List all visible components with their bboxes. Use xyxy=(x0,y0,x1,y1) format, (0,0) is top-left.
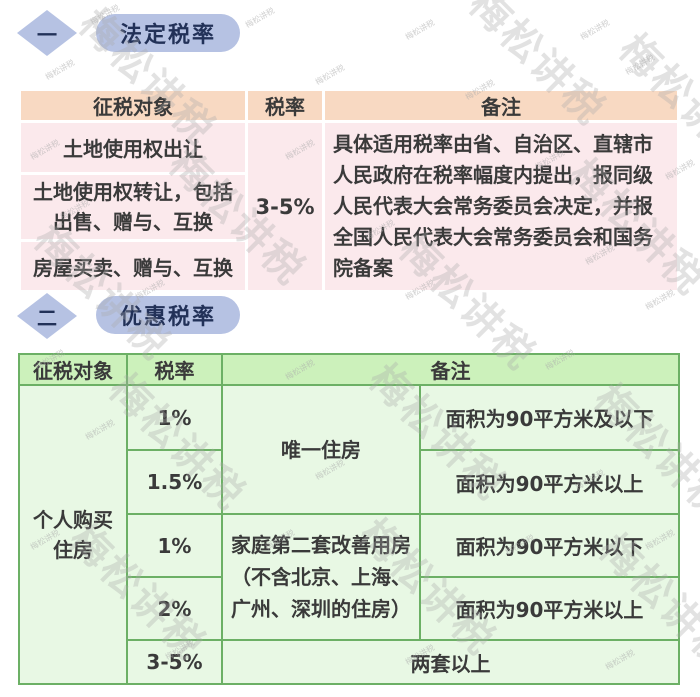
t2-condition-2: 面积为90平方米以上 xyxy=(419,449,680,515)
t1-row-object-3: 房屋买卖、赠与、互换 xyxy=(18,239,248,293)
t1-row-object-1: 土地使用权出让 xyxy=(18,120,248,175)
t2-category-second-home: 家庭第二套改善用房（不含北京、上海、广州、深圳的住房） xyxy=(221,513,421,641)
watermark-text: 梅松讲税 xyxy=(578,18,612,42)
t2-rate-2: 1.5% xyxy=(126,449,223,515)
watermark-text: 梅松讲税 xyxy=(313,63,347,87)
t1-rate-value: 3-5% xyxy=(245,120,325,293)
t2-rate-4: 2% xyxy=(126,576,223,641)
t2-condition-4: 面积为90平方米以上 xyxy=(419,576,680,641)
t2-rate-1: 1% xyxy=(126,384,223,451)
preferential-rate-table: 征税对象 税率 备注 个人购买住房 1% 唯一住房 面积为90平方米及以下 1.… xyxy=(18,353,680,685)
t2-header-remark: 备注 xyxy=(221,353,680,386)
section2-number: 二 xyxy=(37,305,57,330)
t1-remark-text: 具体适用税率由省、自治区、直辖市人民政府在税率幅度内提出，报同级人民代表大会常务… xyxy=(322,120,680,293)
t1-header-remark: 备注 xyxy=(322,88,680,123)
t2-rate-3: 1% xyxy=(126,513,223,578)
watermark-text: 梅松讲税 xyxy=(43,58,77,82)
t2-category-only-home: 唯一住房 xyxy=(221,384,421,515)
t2-header-rate: 税率 xyxy=(126,353,223,386)
t2-condition-3: 面积为90平方米以下 xyxy=(419,513,680,578)
section2-number-badge: 二 xyxy=(17,293,77,339)
section2-title: 优惠税率 xyxy=(119,305,216,330)
t2-condition-5: 两套以上 xyxy=(221,639,680,685)
watermark-text: 梅松讲税 xyxy=(243,6,277,30)
section1-title: 法定税率 xyxy=(119,23,216,48)
t2-condition-1: 面积为90平方米及以下 xyxy=(419,384,680,451)
t1-header-object: 征税对象 xyxy=(18,88,248,123)
section2-title-pill: 优惠税率 xyxy=(96,296,240,334)
t2-header-object: 征税对象 xyxy=(18,353,128,386)
section1-number: 一 xyxy=(37,22,57,47)
t2-rate-5: 3-5% xyxy=(126,639,223,685)
statutory-rate-table: 征税对象 税率 备注 土地使用权出让 3-5% 具体适用税率由省、自治区、直辖市… xyxy=(18,88,680,293)
section1-number-badge: 一 xyxy=(17,10,77,56)
section1-title-pill: 法定税率 xyxy=(96,14,240,52)
t1-header-rate: 税率 xyxy=(245,88,325,123)
t1-row-object-2: 土地使用权转让，包括出售、赠与、互换 xyxy=(18,171,248,243)
t2-object-cell: 个人购买住房 xyxy=(18,384,128,685)
watermark-text: 梅松讲税 xyxy=(623,53,657,77)
watermark-text: 梅松讲税 xyxy=(403,18,437,42)
